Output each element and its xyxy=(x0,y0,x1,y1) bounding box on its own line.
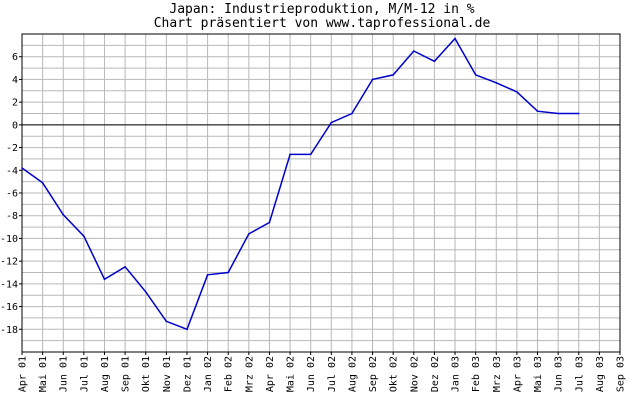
data-point xyxy=(309,153,312,156)
data-point xyxy=(454,37,456,40)
data-point xyxy=(557,112,559,115)
x-tick-label: Nov 01 xyxy=(162,356,173,392)
data-point xyxy=(289,153,291,156)
data-point xyxy=(206,273,209,276)
y-tick-label: 4 xyxy=(12,75,18,86)
x-tick-label: Mrz 02 xyxy=(244,356,255,392)
data-point xyxy=(392,74,394,76)
data-point xyxy=(124,266,126,268)
data-point xyxy=(144,291,147,293)
x-tick-label: Jun 02 xyxy=(306,356,317,392)
data-point xyxy=(330,121,333,124)
x-tick-label: Jul 01 xyxy=(79,356,90,392)
x-tick-label: Sep 02 xyxy=(368,356,379,392)
series-layer xyxy=(21,37,580,331)
data-point xyxy=(165,320,168,323)
data-point xyxy=(186,328,188,331)
x-tick-label: Dez 02 xyxy=(430,356,441,392)
data-point xyxy=(536,110,539,113)
x-tick-label: Aug 02 xyxy=(347,356,358,392)
x-tick-label: Jan 03 xyxy=(451,356,462,392)
x-tick-label: Jul 02 xyxy=(327,356,338,392)
x-tick-label: Feb 02 xyxy=(224,356,235,392)
data-point xyxy=(103,278,106,281)
data-point xyxy=(268,221,271,224)
x-tick-label: Jan 02 xyxy=(203,356,214,392)
x-tick-label: Mrz 03 xyxy=(492,356,503,392)
data-point xyxy=(83,235,85,237)
y-tick-label: -16 xyxy=(0,302,18,313)
x-tick-label: Sep 03 xyxy=(616,356,627,392)
chart-title: Japan: Industrieproduktion, M/M-12 in % xyxy=(169,2,474,17)
x-tick-label: Apr 02 xyxy=(265,356,276,392)
y-tick-label: -10 xyxy=(0,234,18,245)
x-tick-label: Aug 03 xyxy=(595,356,606,392)
y-tick-label: 6 xyxy=(12,52,18,63)
y-tick-label: -2 xyxy=(6,143,18,154)
series-line xyxy=(21,37,579,331)
x-tick-label: Sep 01 xyxy=(121,356,132,392)
data-point xyxy=(412,50,415,52)
x-tick-label: Aug 01 xyxy=(100,356,111,392)
data-point xyxy=(21,167,23,169)
y-tick-label: -18 xyxy=(0,325,18,336)
y-tick-label: -6 xyxy=(6,189,18,200)
x-tick-label: Mai 01 xyxy=(38,356,49,392)
y-tick-label: -12 xyxy=(0,257,18,268)
x-tick-label: Jul 03 xyxy=(574,356,585,392)
data-point xyxy=(41,181,44,184)
x-tick-label: Dez 01 xyxy=(182,356,193,392)
y-axis-ticks: 6 4 2 0 -2 -4 -6 -8 -10 -12 -14 -16 -18 xyxy=(0,52,22,336)
y-tick-label: 0 xyxy=(12,120,18,131)
x-tick-label: Feb 03 xyxy=(471,356,482,392)
data-point xyxy=(516,91,518,93)
x-tick-label: Okt 02 xyxy=(389,356,400,392)
data-point xyxy=(577,112,580,115)
grid xyxy=(21,33,621,353)
y-tick-label: -8 xyxy=(6,211,18,222)
x-tick-label: Okt 01 xyxy=(141,356,152,392)
data-point xyxy=(474,74,477,76)
x-tick-label: Mai 02 xyxy=(286,356,297,392)
data-point xyxy=(495,82,498,84)
chart-subtitle: Chart präsentiert von www.taprofessional… xyxy=(154,16,491,31)
y-tick-label: 2 xyxy=(12,98,18,109)
data-point xyxy=(351,112,353,115)
data-point xyxy=(433,60,436,63)
y-tick-label: -14 xyxy=(0,279,18,290)
data-point xyxy=(371,78,374,81)
x-tick-label: Nov 02 xyxy=(409,356,420,392)
data-point xyxy=(62,213,65,216)
x-tick-label: Jun 03 xyxy=(554,356,565,392)
x-tick-label: Apr 03 xyxy=(512,356,523,392)
x-tick-label: Apr 01 xyxy=(18,356,29,392)
y-tick-label: -4 xyxy=(6,166,18,177)
x-tick-label: Jun 01 xyxy=(59,356,70,392)
x-tick-label: Mai 03 xyxy=(533,356,544,392)
data-point xyxy=(227,271,230,274)
x-axis-ticks: Apr 01 Mai 01 Jun 01 Jul 01 Aug 01 Sep 01 Okt … xyxy=(18,352,627,392)
data-point xyxy=(248,233,250,235)
